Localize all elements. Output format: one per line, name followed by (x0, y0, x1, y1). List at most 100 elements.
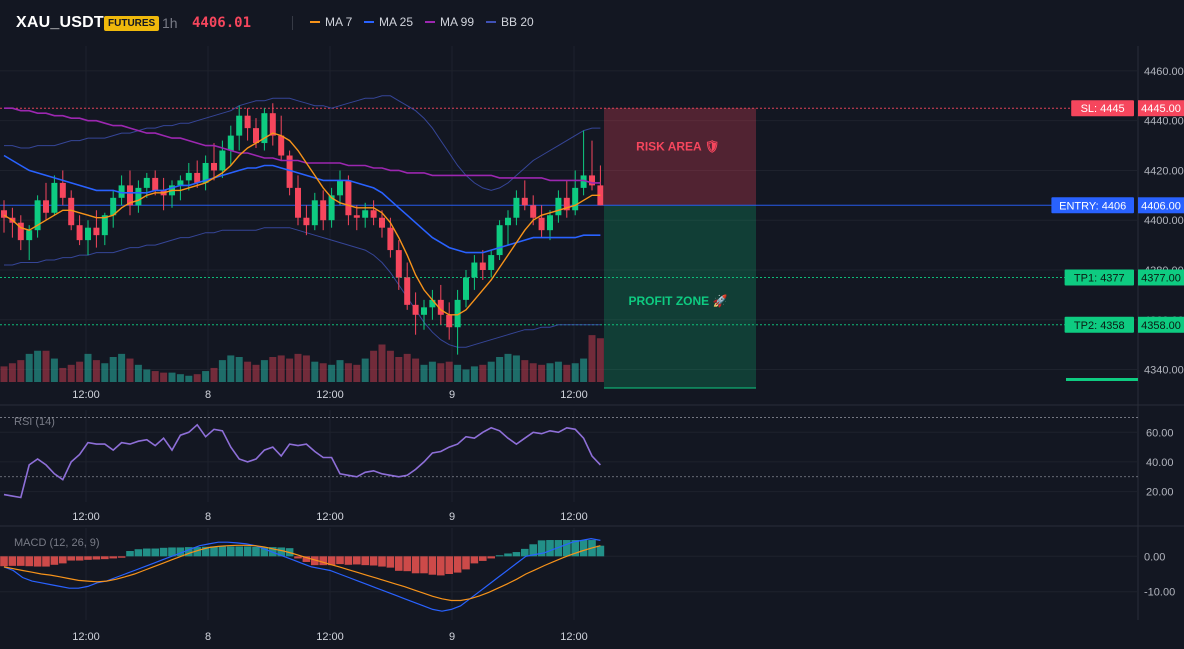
macd-histogram-bar (403, 556, 411, 572)
volume-bar (596, 338, 604, 382)
x-tick-label: 12:00 (72, 511, 100, 523)
legend-ma25[interactable]: MA 25 (364, 15, 413, 29)
macd-histogram-bar (42, 556, 50, 567)
candle-body (278, 135, 285, 156)
candle-body (34, 200, 41, 231)
level-price: 4445.00 (1141, 103, 1181, 115)
macd-histogram-bar (143, 548, 151, 557)
macd-histogram-bar (134, 549, 143, 557)
macd-histogram-bar (462, 556, 470, 570)
x-tick-label: 9 (449, 511, 455, 523)
volume-bar (328, 364, 336, 382)
volume-bar (294, 353, 302, 382)
macd-histogram-bar (218, 546, 227, 557)
volume-bar (580, 358, 588, 382)
volume-bar (504, 353, 512, 382)
macd-histogram-bar (353, 556, 361, 565)
candle-body (353, 215, 360, 218)
bb20-swatch-icon (486, 21, 496, 23)
candle-body (538, 217, 545, 231)
level-label-box[interactable] (1051, 197, 1134, 214)
x-tick-label: 12:00 (560, 511, 588, 523)
volume-bar (210, 367, 218, 382)
macd-histogram-bar (311, 556, 319, 566)
volume-bar (42, 350, 50, 382)
candle-body (110, 197, 117, 216)
macd-line (3, 537, 601, 612)
volume-bar (67, 364, 75, 382)
candle-body (446, 314, 453, 328)
macd-histogram-bar (327, 556, 336, 566)
macd-histogram-bar (67, 556, 75, 561)
level-label-box[interactable] (1064, 316, 1134, 333)
candle-body (51, 182, 58, 213)
candle-body (412, 304, 419, 315)
x-tick-label: 12:00 (560, 389, 588, 401)
y-tick-label: 4340.00 (1144, 365, 1184, 377)
candle-body (530, 205, 537, 218)
volume-bar (412, 358, 420, 382)
candle-body (505, 217, 511, 226)
y-tick-label: 4400.00 (1144, 215, 1184, 227)
volume-bar (252, 364, 260, 382)
candle-body (286, 155, 293, 188)
volume-bar (235, 357, 243, 382)
rsi-line (3, 423, 601, 499)
candle-body (463, 277, 469, 300)
volume-bar (151, 371, 159, 382)
candle-body (404, 277, 411, 305)
level-price-box[interactable] (1138, 269, 1184, 286)
volume-bar (428, 361, 436, 382)
volume-bar (588, 335, 596, 382)
volume-bar (538, 364, 546, 382)
legend-ma7[interactable]: MA 7 (310, 15, 352, 29)
volume-bar (176, 374, 184, 382)
volume-bar (143, 369, 151, 382)
macd-histogram-bar (243, 546, 252, 557)
volume-bar (319, 363, 327, 382)
candle-body (244, 115, 251, 129)
legend-bb20-label: BB 20 (501, 15, 534, 29)
risk-area-zone (604, 108, 756, 206)
candle-body (547, 215, 553, 231)
volume-bar (168, 372, 176, 382)
volume-bar (395, 357, 403, 382)
legend-ma99[interactable]: MA 99 (425, 15, 474, 29)
candle-body (580, 175, 587, 188)
macd-title: MACD (12, 26, 9) (14, 537, 100, 549)
macd-histogram-bar (479, 556, 487, 561)
candle-body (328, 195, 335, 221)
candle-body (253, 128, 259, 144)
volume-bar (470, 366, 478, 382)
macd-histogram-bar (336, 556, 344, 565)
macd-histogram-bar (159, 547, 168, 557)
candle-body (194, 172, 201, 183)
volume-bar (479, 364, 487, 382)
level-label-box[interactable] (1064, 269, 1134, 286)
macd-histogram-bar (512, 552, 521, 557)
volume-bar (17, 360, 25, 382)
macd-histogram-bar (201, 546, 210, 557)
macd-histogram-bar (563, 540, 571, 557)
profit-zone-label: PROFIT ZONE 🚀 (629, 294, 728, 308)
level-price-box[interactable] (1138, 316, 1184, 333)
volume-bar (84, 353, 92, 382)
level-price: 4406.00 (1141, 200, 1181, 212)
macd-histogram-bar (369, 556, 378, 566)
macd-histogram-bar (571, 540, 579, 557)
level-price-box[interactable] (1138, 197, 1184, 214)
timeframe-label[interactable]: 1h (162, 15, 178, 31)
volume-bar (50, 358, 58, 382)
volume-bar (361, 358, 369, 382)
volume-bar (302, 355, 310, 382)
legend-bb20[interactable]: BB 20 (486, 15, 534, 29)
symbol-name[interactable]: XAU_USDT (16, 14, 104, 31)
macd-histogram-bar (176, 547, 185, 557)
level-price-box[interactable] (1138, 100, 1184, 117)
macd-histogram-bar (17, 556, 25, 566)
volume-bar (521, 360, 529, 382)
ma25-line (3, 154, 601, 254)
level-label: SL: 4445 (1081, 103, 1125, 115)
level-label-box[interactable] (1071, 100, 1134, 117)
